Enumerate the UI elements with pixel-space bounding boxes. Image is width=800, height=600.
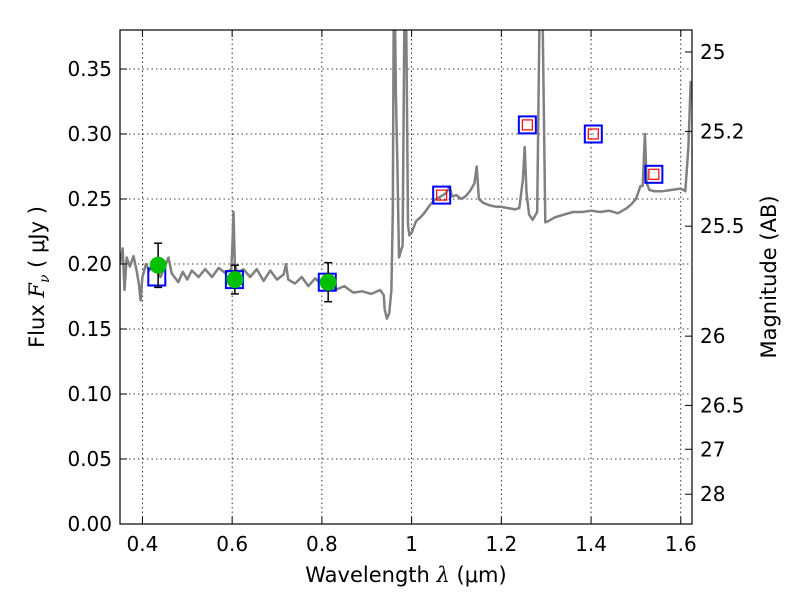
x-tick-label: 1 bbox=[405, 532, 418, 556]
right-tick-label: 26.5 bbox=[700, 393, 745, 417]
nir-inner-square bbox=[587, 128, 599, 140]
axis-ticks: 0.4 0.6 0.8 1 1.2 1.4 1.6 0.00 0.05 0.10 0.15 0.20 0… bbox=[67, 30, 745, 556]
y-tick-label: 0.15 bbox=[67, 317, 112, 341]
right-tick-label: 25.2 bbox=[700, 119, 745, 143]
y-tick-label: 0.30 bbox=[67, 122, 112, 146]
plot-frame bbox=[119, 29, 693, 525]
right-tick-label: 27 bbox=[700, 437, 725, 461]
model-photometry-square bbox=[644, 164, 664, 184]
x-tick-label: 1.6 bbox=[665, 532, 697, 556]
nir-inner-square bbox=[648, 168, 660, 180]
x-axis-label: Wavelength λ (μm) bbox=[305, 563, 506, 587]
right-tick-label: 25 bbox=[700, 40, 725, 64]
x-tick-label: 1.4 bbox=[575, 532, 607, 556]
right-axis-label: Magnitude (AB) bbox=[757, 195, 781, 358]
y-tick-label: 0.05 bbox=[67, 447, 112, 471]
nir-inner-square bbox=[521, 119, 533, 131]
y-tick-label: 0.20 bbox=[67, 252, 112, 276]
x-tick-label: 1.2 bbox=[485, 532, 517, 556]
right-tick-label: 25.5 bbox=[700, 214, 745, 238]
y-tick-label: 0.35 bbox=[67, 57, 112, 81]
observed-photometry-point bbox=[319, 273, 337, 291]
spectrum-line bbox=[120, 30, 692, 320]
observed-photometry-point bbox=[149, 256, 167, 274]
model-photometry-square bbox=[432, 185, 452, 205]
x-tick-label: 0.6 bbox=[216, 532, 248, 556]
y-tick-label: 0.25 bbox=[67, 187, 112, 211]
right-tick-label: 26 bbox=[700, 324, 725, 348]
model-photometry-square bbox=[517, 115, 537, 135]
plot-series bbox=[120, 30, 692, 320]
nir-inner-square bbox=[436, 189, 448, 201]
y-axis-label: Flux Fν ( μJy ) bbox=[25, 206, 53, 348]
x-tick-label: 0.8 bbox=[306, 532, 338, 556]
grid-lines bbox=[120, 30, 692, 524]
right-tick-label: 28 bbox=[700, 482, 725, 506]
x-tick-label: 0.4 bbox=[127, 532, 159, 556]
y-tick-label: 0.10 bbox=[67, 382, 112, 406]
plot-markers bbox=[147, 115, 664, 303]
model-photometry-square bbox=[583, 124, 603, 144]
y-tick-label: 0.00 bbox=[67, 512, 112, 536]
observed-photometry-point bbox=[226, 271, 244, 289]
